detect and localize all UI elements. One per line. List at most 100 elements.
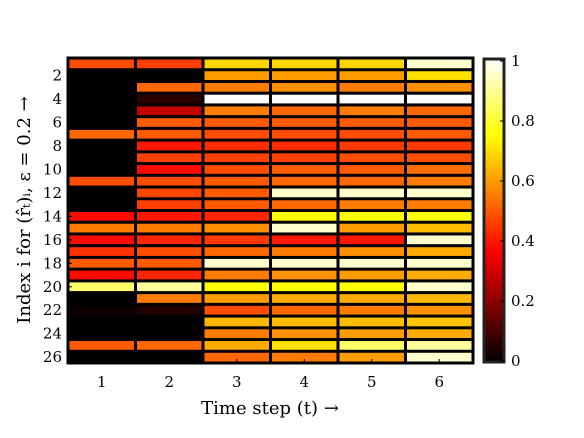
heatmap-cell xyxy=(339,71,404,80)
heatmap-cell xyxy=(407,118,472,127)
heatmap-cell xyxy=(272,223,337,233)
y-tick-label: 10 xyxy=(43,160,62,178)
heatmap-cell xyxy=(204,118,269,127)
heatmap-cell xyxy=(204,212,269,221)
heatmap-cell xyxy=(137,352,202,362)
heatmap-cell xyxy=(137,305,202,315)
heatmap-cell xyxy=(204,317,269,327)
heatmap-cell xyxy=(272,82,337,92)
colorbar-tick-label: 0.4 xyxy=(511,232,535,250)
heatmap-cell xyxy=(339,270,404,280)
heatmap-cell xyxy=(137,282,202,292)
heatmap-cell xyxy=(137,118,202,127)
heatmap-cell xyxy=(69,212,134,221)
heatmap-cell xyxy=(69,258,134,268)
heatmap-cell xyxy=(204,71,269,80)
heatmap-cell xyxy=(339,282,404,292)
heatmap-cell xyxy=(407,258,472,268)
heatmap-cell xyxy=(407,352,472,362)
heatmap-cell xyxy=(69,305,134,315)
heatmap-cell xyxy=(204,341,269,350)
heatmap-cell xyxy=(204,329,269,339)
heatmap-cell xyxy=(272,258,337,268)
heatmap-cell xyxy=(137,223,202,233)
heatmap-cell xyxy=(339,212,404,221)
colorbar-tick-label: 1 xyxy=(511,52,521,70)
heatmap-cell xyxy=(272,247,337,256)
heatmap-cell xyxy=(137,341,202,350)
heatmap-cell xyxy=(339,247,404,256)
heatmap-cell xyxy=(69,282,134,292)
y-tick-label: 12 xyxy=(43,184,62,202)
heatmap-cell xyxy=(137,294,202,303)
y-tick-label: 20 xyxy=(43,278,62,296)
heatmap-cell xyxy=(272,212,337,221)
heatmap-cell xyxy=(69,82,134,92)
heatmap-cell xyxy=(204,59,269,69)
heatmap-cell xyxy=(272,153,337,163)
heatmap-cell xyxy=(137,200,202,209)
heatmap-cell xyxy=(69,329,134,339)
heatmap-cell xyxy=(339,165,404,174)
heatmap-cell xyxy=(204,352,269,362)
heatmap-cell xyxy=(339,235,404,245)
heatmap-cell xyxy=(407,294,472,303)
colorbar-tick-label: 0.6 xyxy=(511,172,535,190)
y-tick-label: 2 xyxy=(52,67,62,85)
heatmap-cell xyxy=(69,200,134,209)
heatmap-cell xyxy=(137,82,202,92)
x-tick-label: 4 xyxy=(299,373,309,391)
heatmap-cell xyxy=(69,94,134,104)
x-axis-ticks: 1 2 3 4 5 6 xyxy=(97,359,444,391)
heatmap-cell xyxy=(272,141,337,151)
heatmap-cell xyxy=(137,212,202,221)
heatmap-cell xyxy=(339,176,404,186)
heatmap-cell xyxy=(137,258,202,268)
heatmap-cell xyxy=(204,176,269,186)
heatmap-cell xyxy=(137,329,202,339)
heatmap-cell xyxy=(204,235,269,245)
heatmap-cell xyxy=(204,94,269,104)
heatmap-cell xyxy=(69,188,134,198)
heatmap-cell xyxy=(69,235,134,245)
heatmap-cell xyxy=(407,129,472,139)
heatmap-cell xyxy=(339,153,404,163)
y-axis-label: Index i for (r̂ₜ)ᵢ, ε = 0.2 → xyxy=(14,96,35,324)
heatmap-cell xyxy=(204,258,269,268)
heatmap-cell xyxy=(272,341,337,350)
heatmap-cell xyxy=(272,305,337,315)
heatmap-cell xyxy=(69,352,134,362)
heatmap-cell xyxy=(69,270,134,280)
heatmap-cell xyxy=(204,305,269,315)
x-tick-label: 1 xyxy=(97,373,107,391)
heatmap-cells xyxy=(69,59,472,362)
x-tick-label: 2 xyxy=(164,373,174,391)
heatmap-cell xyxy=(204,106,269,116)
heatmap-cell xyxy=(272,106,337,116)
heatmap-cell xyxy=(137,176,202,186)
heatmap-cell xyxy=(272,352,337,362)
heatmap-cell xyxy=(137,141,202,151)
heatmap-cell xyxy=(69,71,134,80)
heatmap-cell xyxy=(272,270,337,280)
heatmap-cell xyxy=(69,176,134,186)
heatmap-cell xyxy=(407,223,472,233)
x-tick-label: 5 xyxy=(367,373,377,391)
heatmap-cell xyxy=(407,82,472,92)
heatmap-cell xyxy=(339,82,404,92)
heatmap-cell xyxy=(407,59,472,69)
heatmap-cell xyxy=(339,223,404,233)
heatmap-cell xyxy=(137,106,202,116)
heatmap-cell xyxy=(339,305,404,315)
heatmap-cell xyxy=(339,317,404,327)
heatmap-cell xyxy=(407,153,472,163)
heatmap-cell xyxy=(204,282,269,292)
heatmap-cell xyxy=(339,294,404,303)
y-tick-label: 14 xyxy=(43,207,62,225)
heatmap-cell xyxy=(339,341,404,350)
heatmap-cell xyxy=(272,200,337,209)
y-tick-label: 4 xyxy=(52,90,62,108)
heatmap-cell xyxy=(272,188,337,198)
heatmap-cell xyxy=(69,118,134,127)
